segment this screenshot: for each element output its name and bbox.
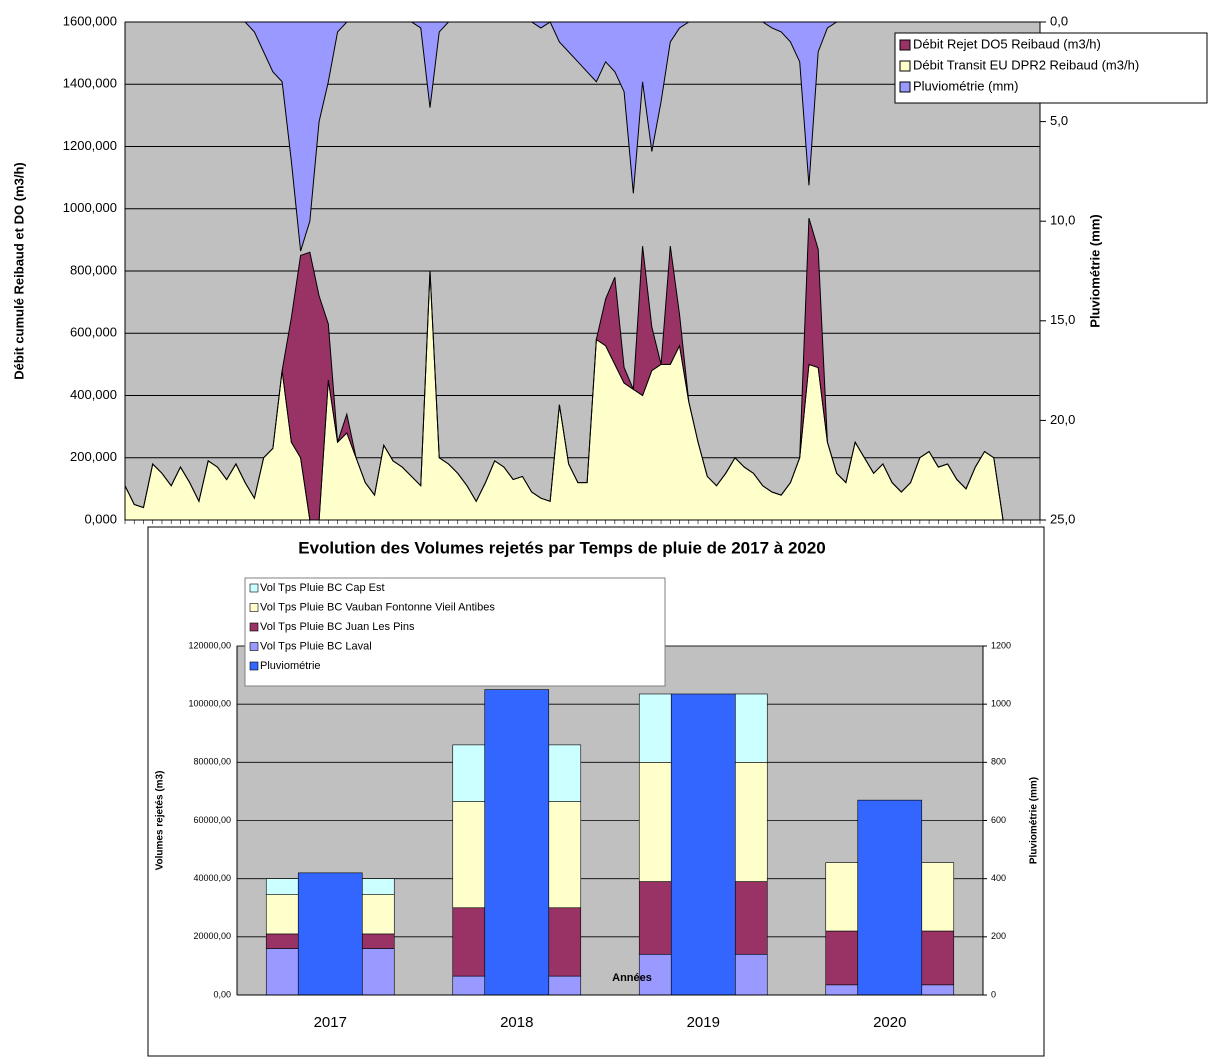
bar-segment xyxy=(734,953,768,996)
x-tick-label: 2018 xyxy=(500,1014,533,1031)
legend-swatch xyxy=(249,622,259,632)
bar-segment xyxy=(452,744,486,802)
y-tick-label: 800,000 xyxy=(70,262,117,277)
legend-swatch xyxy=(249,583,259,593)
y2-axis-title: Pluviométrie (mm) xyxy=(1087,214,1102,327)
y-tick-label: 0,00 xyxy=(213,989,231,999)
bar-segment xyxy=(265,894,299,935)
y-tick-label: 400,000 xyxy=(70,387,117,402)
bar-segment xyxy=(452,907,486,977)
bar-segment xyxy=(265,948,299,996)
bar-segment xyxy=(921,984,955,996)
y2-tick-label: 0 xyxy=(991,989,996,999)
bar-segment xyxy=(921,862,955,932)
y2-tick-label: 600 xyxy=(991,815,1006,825)
y-axis-title: Débit cumulé Reibaud et DO (m3/h) xyxy=(11,162,26,379)
rain-bar xyxy=(670,693,736,996)
rain-bar xyxy=(297,872,363,996)
legend xyxy=(894,32,1208,104)
legend xyxy=(244,577,666,687)
legend-swatch xyxy=(899,81,911,93)
y2-tick-label: 1000 xyxy=(991,699,1011,709)
bar-segment xyxy=(361,948,395,996)
y2-tick-label: 400 xyxy=(991,873,1006,883)
legend-swatch xyxy=(899,60,911,72)
legend-label: Débit Transit EU DPR2 Reibaud (m3/h) xyxy=(913,57,1139,72)
bar-segment xyxy=(921,930,955,986)
bar-segment xyxy=(452,975,486,996)
legend-label: Vol Tps Pluie BC Cap Est xyxy=(260,582,385,594)
x-axis-title: Années xyxy=(612,972,652,984)
rain-area xyxy=(125,21,1004,252)
legend-swatch xyxy=(249,661,259,671)
y-tick-label: 1000,000 xyxy=(63,200,117,215)
bar-segment xyxy=(265,878,299,895)
legend-label: Vol Tps Pluie BC Vauban Fontonne Vieil A… xyxy=(260,601,495,613)
bar-segment xyxy=(825,930,859,986)
legend-label: Débit Rejet DO5 Reibaud (m3/h) xyxy=(913,36,1101,51)
y2-tick-label: 0,0 xyxy=(1050,13,1068,28)
legend-label: Vol Tps Pluie BC Laval xyxy=(260,640,372,652)
y-axis-title: Volumes rejetés (m3) xyxy=(155,771,166,871)
y2-tick-label: 10,0 xyxy=(1050,213,1075,228)
y-tick-label: 80000,00 xyxy=(193,757,231,767)
y-tick-label: 40000,00 xyxy=(193,873,231,883)
legend-label: Pluviométrie (mm) xyxy=(913,78,1018,93)
x-tick-label: 2020 xyxy=(873,1014,906,1031)
y2-tick-label: 15,0 xyxy=(1050,312,1075,327)
bar-segment xyxy=(548,975,582,996)
y-tick-label: 120000,00 xyxy=(188,640,231,650)
bar-segment xyxy=(548,907,582,977)
chart-title: Evolution des Volumes rejetés par Temps … xyxy=(298,538,826,557)
bar-segment xyxy=(734,762,768,882)
bar-segment xyxy=(361,894,395,935)
bar-segment xyxy=(548,801,582,909)
bar-segment xyxy=(734,693,768,763)
y-tick-label: 200,000 xyxy=(70,449,117,464)
y-tick-label: 60000,00 xyxy=(193,815,231,825)
y-tick-label: 1400,000 xyxy=(63,76,117,91)
x-tick-label: 2017 xyxy=(314,1014,347,1031)
y2-tick-label: 25,0 xyxy=(1050,511,1075,526)
rain-bar xyxy=(857,799,923,996)
y-tick-label: 1600,000 xyxy=(63,13,117,28)
bar-segment xyxy=(825,984,859,996)
bar-segment xyxy=(638,762,672,882)
bar-segment xyxy=(548,744,582,802)
y-tick-label: 1200,000 xyxy=(63,138,117,153)
bar-segment xyxy=(734,881,768,955)
y2-axis-title: Pluviométrie (mm) xyxy=(1029,777,1040,864)
bar-segment xyxy=(638,881,672,955)
y2-tick-label: 1200 xyxy=(991,640,1011,650)
legend-swatch xyxy=(249,603,259,612)
y2-tick-label: 5,0 xyxy=(1050,113,1068,128)
legend-label: Vol Tps Pluie BC Juan Les Pins xyxy=(260,621,415,633)
y-tick-label: 0,000 xyxy=(84,511,117,526)
bar-segment xyxy=(361,878,395,895)
rain-bar xyxy=(484,689,550,996)
y2-tick-label: 800 xyxy=(991,757,1006,767)
bar-segment xyxy=(361,933,395,949)
bar-segment xyxy=(452,801,486,909)
y2-tick-label: 20,0 xyxy=(1050,412,1075,427)
legend-label: Pluviométrie xyxy=(260,660,321,672)
legend-swatch xyxy=(249,642,259,651)
x-tick-label: 2019 xyxy=(687,1014,720,1031)
y-tick-label: 20000,00 xyxy=(193,931,231,941)
legend-swatch xyxy=(899,39,911,51)
bar-segment xyxy=(825,862,859,932)
y-tick-label: 600,000 xyxy=(70,325,117,340)
y-tick-label: 100000,00 xyxy=(188,699,231,709)
y2-tick-label: 200 xyxy=(991,931,1006,941)
bar-segment xyxy=(638,693,672,763)
bar-segment xyxy=(265,933,299,949)
